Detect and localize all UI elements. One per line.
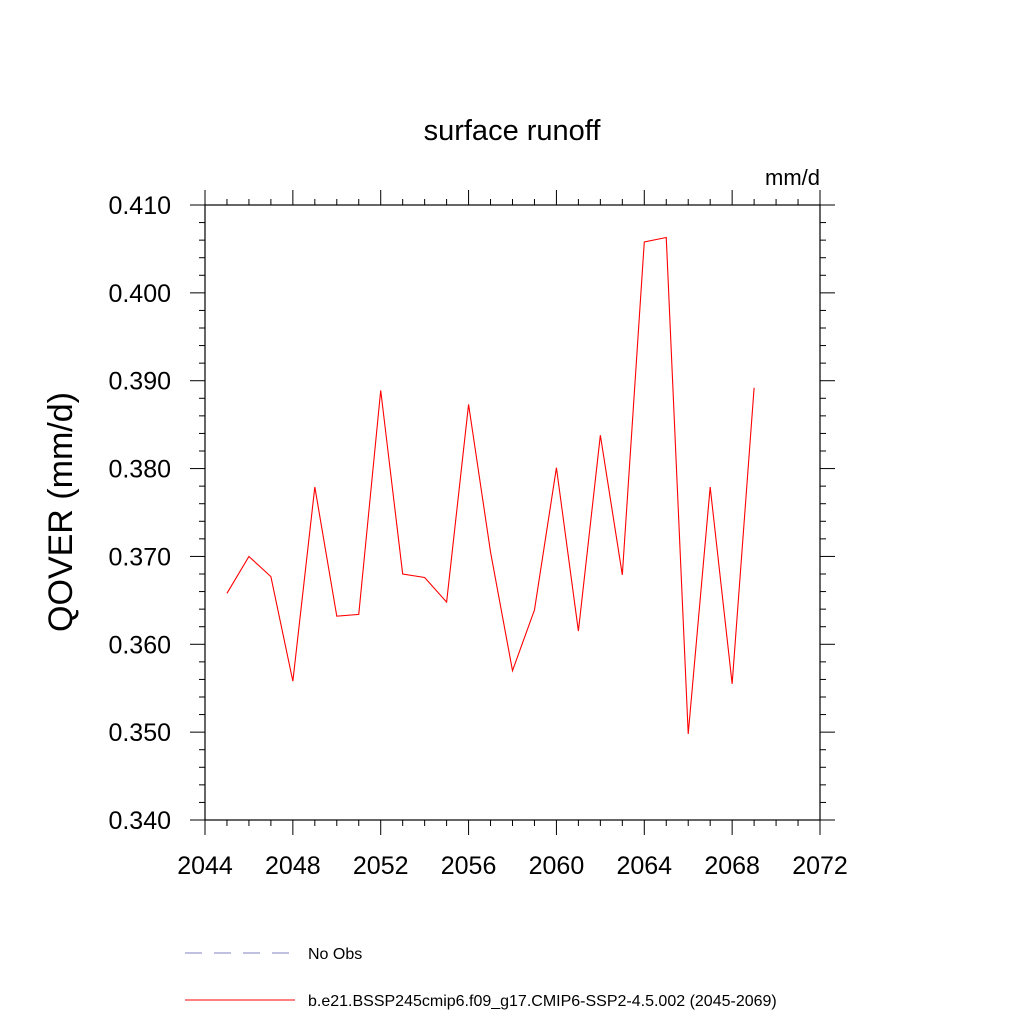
legend: No Obs b.e21.BSSP245cmip6.f09_g17.CMIP6-… [185, 946, 777, 1010]
y-tick-label: 0.400 [108, 280, 171, 308]
y-tick-label: 0.390 [108, 368, 171, 396]
x-tick-label: 2048 [265, 852, 321, 880]
x-tick-label: 2060 [529, 852, 585, 880]
y-tick-labels: 0.340 0.350 0.360 0.370 0.380 0.390 0.400 0.410 [108, 192, 171, 835]
series-line [226, 236, 755, 734]
plot-frame [204, 204, 821, 821]
y-tick-label: 0.350 [108, 719, 171, 747]
chart-title: surface runoff [424, 115, 602, 147]
x-tick-label: 2068 [704, 852, 760, 880]
axis-ticks [190, 190, 835, 835]
y-axis-label: QOVER (mm/d) [42, 392, 80, 632]
x-tick-label: 2072 [792, 852, 848, 880]
legend-label-model: b.e21.BSSP245cmip6.f09_g17.CMIP6-SSP2-4.… [308, 993, 777, 1010]
x-tick-label: 2056 [441, 852, 497, 880]
x-tick-label: 2044 [177, 852, 233, 880]
x-tick-label: 2064 [616, 852, 672, 880]
y-tick-label: 0.410 [108, 192, 171, 220]
y-tick-label: 0.380 [108, 456, 171, 484]
units-label: mm/d [765, 165, 820, 190]
y-tick-label: 0.340 [108, 807, 171, 835]
y-tick-label: 0.370 [108, 543, 171, 571]
x-tick-label: 2052 [353, 852, 409, 880]
data-series [226, 236, 755, 734]
x-tick-labels: 2044 2048 2052 2056 2060 2064 2068 2072 [177, 852, 848, 880]
legend-label-no-obs: No Obs [308, 946, 362, 963]
y-tick-label: 0.360 [108, 631, 171, 659]
